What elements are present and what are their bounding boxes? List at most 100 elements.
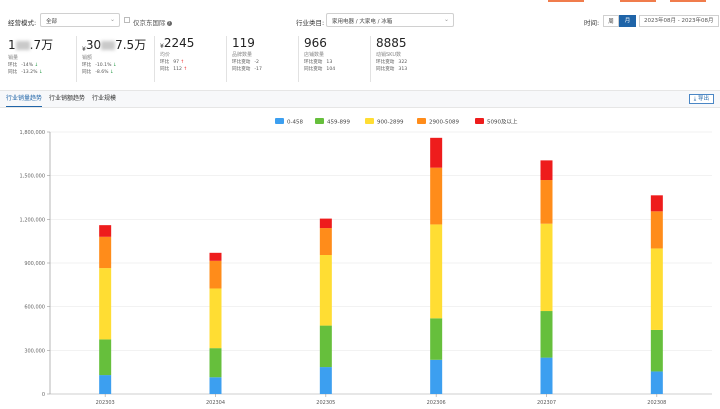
bar-segment <box>319 325 332 368</box>
bar-segment <box>99 268 112 340</box>
legend-label: 5090及以上 <box>487 118 518 126</box>
chevron-down-icon: ⌄ <box>109 16 115 23</box>
export-icon: ⤓ <box>693 96 697 102</box>
bar-segment <box>650 211 663 249</box>
arrow-down-icon: ↓ <box>34 63 39 68</box>
kpi-card-sales-amount: ¥30 7.5万 销额 环比 -10.1% ↓ 同比 -8.6% ↓ <box>76 36 156 82</box>
kpi-card-active-sku: 8885 动销SKU数 环比变动 322 同比变动 313 <box>370 36 442 82</box>
legend-swatch <box>475 118 484 124</box>
kpi-row: 1.7万 销量 环比 -14% ↓ 同比 -13.2% ↓ ¥30 7.5万 销额 环… <box>0 36 720 86</box>
kpi-mom-row: 环比 -10.1% ↓ <box>82 63 117 68</box>
mode-select[interactable]: 全部 ⌄ <box>40 13 120 27</box>
category-label: 行业类目: <box>296 19 325 27</box>
kpi-card-store-count: 966 店铺数量 环比变动 13 同比变动 104 <box>298 36 370 82</box>
y-tick-label: 300,000 <box>24 348 45 354</box>
kpi-value: 8885 <box>376 36 407 50</box>
kpi-value: 119 <box>232 36 255 50</box>
bar-segment <box>209 260 222 289</box>
bar-segment <box>319 218 332 229</box>
legend-swatch <box>365 118 374 124</box>
kpi-card-avg-price: ¥2245 均价 环比 97 ↑ 同比 112 ↑ <box>154 36 228 82</box>
bar-segment <box>209 288 222 349</box>
bar-segment <box>319 228 332 255</box>
date-range-picker[interactable]: 2023年08月 - 2023年08月 <box>639 15 719 27</box>
kpi-label: 销量 <box>8 55 19 61</box>
bar-segment <box>430 137 443 168</box>
chart-legend: 0-458 459-899 900-2899 2900-5089 5090及以上 <box>275 118 518 126</box>
bar-segment <box>209 348 222 378</box>
mode-select-value: 全部 <box>46 19 58 25</box>
bar-segment <box>540 160 553 181</box>
bar-segment <box>650 371 663 394</box>
legend-swatch <box>275 118 284 124</box>
tab-sales-amount-trend[interactable]: 行业销额趋势 <box>49 95 86 102</box>
bar-segment <box>99 339 112 376</box>
kpi-yoy-row: 同比变动 313 <box>376 67 408 72</box>
y-tick-label: 1,200,000 <box>20 217 45 223</box>
bar-segment <box>540 180 553 224</box>
x-tick-label: 202307 <box>537 400 556 406</box>
redacted-blur <box>15 41 30 50</box>
category-select[interactable]: 家用电器 / 大家电 / 冰箱 ⌄ <box>326 13 454 27</box>
chart-bars <box>99 137 663 394</box>
x-tick-label: 202306 <box>427 400 446 406</box>
arrow-down-icon: ↓ <box>38 70 43 75</box>
legend-label: 0-458 <box>287 120 303 126</box>
bar-segment <box>540 357 553 394</box>
bar-segment <box>650 329 663 372</box>
kpi-label: 均价 <box>160 52 171 58</box>
arrow-up-icon: ↑ <box>180 60 185 65</box>
chart-grid <box>50 131 712 395</box>
bar-segment <box>319 367 332 394</box>
kpi-yoy-row: 同比变动 104 <box>304 67 336 72</box>
bar-segment <box>99 375 112 394</box>
week-toggle-button[interactable]: 周 <box>603 15 619 27</box>
y-tick-label: 0 <box>42 392 45 398</box>
bar-segment <box>319 254 332 326</box>
arrow-down-icon: ↓ <box>110 70 114 75</box>
bar-segment <box>99 236 112 269</box>
kpi-value: 1.7万 <box>8 38 54 52</box>
month-toggle-button[interactable]: 月 <box>619 15 636 27</box>
stacked-bar-chart: 0-458 459-899 900-2899 2900-5089 5090及以上 0 30… <box>20 118 712 406</box>
bar-segment <box>430 224 443 319</box>
x-tick-label: 202304 <box>206 400 225 406</box>
bar-segment <box>430 359 443 394</box>
x-tick-label: 202308 <box>647 400 666 406</box>
kpi-label: 品牌数量 <box>232 52 253 58</box>
x-axis: 202303 202304 202305 202306 202307 202308 <box>96 394 666 406</box>
kpi-mom-row: 环比变动 322 <box>376 60 408 65</box>
export-button[interactable]: ⤓ 导出 <box>688 94 714 104</box>
bar-segment <box>650 195 663 212</box>
legend-swatch <box>315 118 324 124</box>
jd-intl-checkbox[interactable] <box>124 17 130 23</box>
tab-industry-scale[interactable]: 行业规模 <box>92 95 117 102</box>
y-tick-label: 900,000 <box>24 261 45 267</box>
arrow-up-icon: ↑ <box>183 67 188 72</box>
kpi-label: 销额 <box>82 55 93 61</box>
tab-sales-volume-trend[interactable]: 行业销量趋势 <box>6 91 43 107</box>
redacted-blur <box>101 41 116 50</box>
bar-segment <box>99 225 112 237</box>
y-tick-label: 1,500,000 <box>20 174 45 180</box>
legend-swatch <box>417 118 426 124</box>
bar-segment <box>209 377 222 394</box>
bar-segment <box>650 248 663 330</box>
bar-segment <box>430 167 443 225</box>
bar-segment <box>540 311 553 358</box>
jd-intl-label: 仅京东国际? <box>133 19 172 27</box>
kpi-value: ¥30 7.5万 <box>82 38 147 53</box>
time-label: 时间: <box>584 19 600 27</box>
kpi-yoy-row: 同比 -13.2% ↓ <box>8 70 43 75</box>
x-tick-label: 202303 <box>96 400 115 406</box>
arrow-down-icon: ↓ <box>112 63 117 68</box>
chevron-down-icon: ⌄ <box>443 16 449 23</box>
legend-label: 900-2899 <box>377 120 404 126</box>
bar-segment <box>540 223 553 312</box>
kpi-yoy-row: 同比变动 -17 <box>232 67 262 72</box>
kpi-value: 966 <box>304 36 327 50</box>
y-axis: 0 300,000 600,000 900,000 1,200,000 1,500,000… <box>20 130 51 398</box>
y-tick-label: 1,800,000 <box>20 130 45 136</box>
x-tick-label: 202305 <box>316 400 335 406</box>
kpi-label: 店铺数量 <box>304 52 325 58</box>
